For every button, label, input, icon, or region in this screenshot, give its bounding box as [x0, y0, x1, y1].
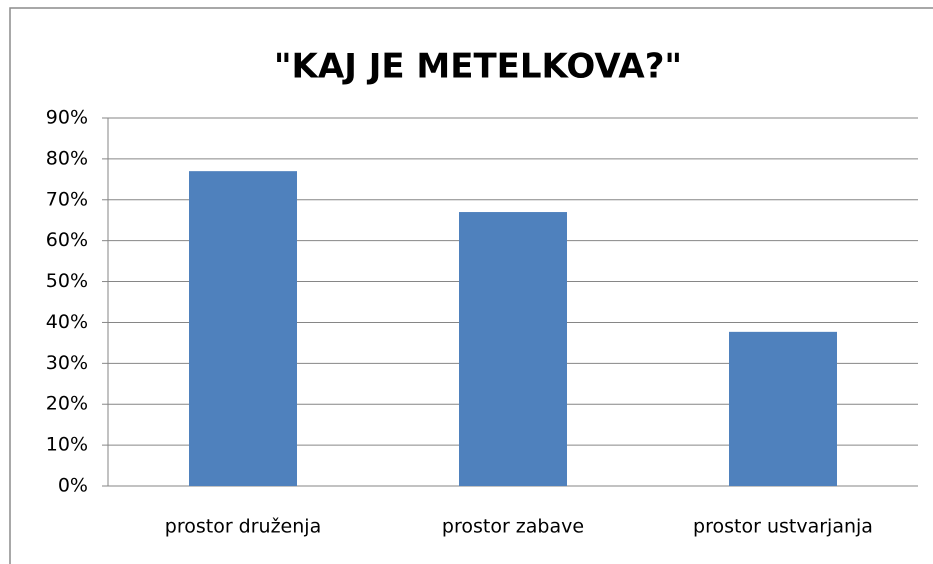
- y-tick-label: 20%: [46, 393, 88, 415]
- y-tick-label: 60%: [46, 229, 88, 251]
- y-tick-label: 30%: [46, 352, 88, 374]
- x-tick-label: prostor ustvarjanja: [693, 516, 873, 538]
- y-tick-label: 90%: [46, 107, 88, 129]
- y-tick-label: 0%: [58, 475, 88, 497]
- y-tick-label: 70%: [46, 188, 88, 210]
- x-tick-label: prostor zabave: [442, 516, 584, 538]
- bar: [189, 171, 297, 486]
- y-tick-label: 40%: [46, 311, 88, 333]
- x-tick-label: prostor druženja: [165, 516, 321, 538]
- y-tick-label: 50%: [46, 270, 88, 292]
- bar: [459, 212, 567, 487]
- y-tick-label: 10%: [46, 434, 88, 456]
- y-tick-label: 80%: [46, 147, 88, 169]
- chart-title: "KAJ JE METELKOVA?": [274, 47, 682, 87]
- bar: [729, 331, 837, 486]
